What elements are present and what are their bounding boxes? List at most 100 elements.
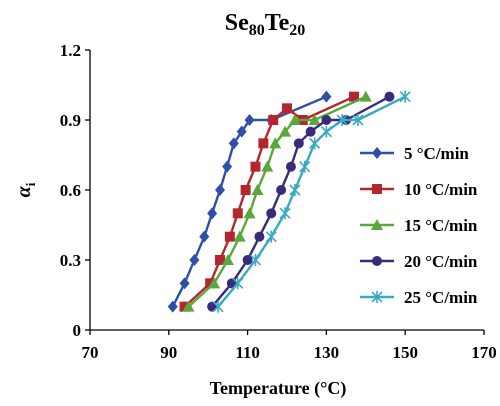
legend-marker <box>372 256 382 266</box>
data-point <box>232 277 244 290</box>
y-tick-label: 0.9 <box>60 111 81 130</box>
legend-label: 25 °C/min <box>404 288 478 307</box>
data-point <box>279 207 291 220</box>
series-5 <box>212 90 411 313</box>
data-point <box>240 185 251 195</box>
data-point <box>215 255 226 265</box>
legend-marker <box>372 147 382 159</box>
data-point <box>205 278 216 289</box>
data-point <box>309 137 321 150</box>
data-point <box>269 137 282 149</box>
series-line <box>183 95 355 308</box>
series-line <box>211 95 390 308</box>
x-axis-title: Temperature (°C) <box>210 378 347 399</box>
data-point <box>261 160 274 172</box>
data-point <box>321 90 332 103</box>
legend-item: 25 °C/min <box>360 288 478 307</box>
legend-label: 15 °C/min <box>404 216 478 235</box>
data-point <box>228 137 239 150</box>
data-point <box>266 208 277 219</box>
data-point <box>321 115 332 125</box>
data-point <box>222 160 233 173</box>
x-tick-label: 90 <box>160 343 177 362</box>
data-point <box>254 231 265 242</box>
data-point <box>305 126 316 137</box>
series-1 <box>167 90 332 313</box>
x-tick-label: 110 <box>235 343 260 362</box>
data-point <box>279 125 292 137</box>
data-point <box>224 231 235 242</box>
data-point <box>212 300 224 313</box>
data-point <box>308 114 321 125</box>
data-point <box>221 254 234 265</box>
data-point <box>288 114 301 125</box>
x-tick-label: 70 <box>82 343 99 362</box>
data-point <box>282 103 292 114</box>
x-tick-label: 170 <box>471 343 497 362</box>
data-point <box>208 277 221 289</box>
legend-item: 5 °C/min <box>360 144 469 163</box>
data-point <box>320 125 332 138</box>
data-point <box>236 125 247 138</box>
data-point <box>215 184 226 196</box>
data-point <box>289 184 301 196</box>
y-tick-label: 0.6 <box>60 181 81 200</box>
x-tick-label: 130 <box>314 343 340 362</box>
legend-label: 10 °C/min <box>404 180 478 199</box>
data-point <box>167 300 178 313</box>
data-point <box>244 114 255 126</box>
data-point <box>243 207 256 219</box>
y-axis-title-sub: i <box>23 182 38 186</box>
title-sub-1: 80 <box>249 22 265 39</box>
series-3 <box>182 90 372 312</box>
data-point <box>249 254 262 266</box>
title-base-1: Se <box>225 10 249 36</box>
legend-item: 20 °C/min <box>360 252 478 271</box>
legend-marker <box>371 219 383 230</box>
data-point <box>179 277 190 290</box>
data-point <box>250 161 261 172</box>
data-point <box>336 114 348 126</box>
legend-marker <box>371 291 383 303</box>
y-tick-label: 1.2 <box>60 41 81 60</box>
data-point <box>276 185 287 195</box>
data-point <box>179 301 190 312</box>
title-base-2: Te <box>265 10 290 36</box>
legend-item: 15 °C/min <box>360 216 478 235</box>
data-point <box>258 138 269 149</box>
series-group <box>167 90 411 313</box>
data-point <box>384 91 395 102</box>
data-point <box>359 90 372 102</box>
legend-marker <box>372 184 382 194</box>
y-tick-label: 0 <box>73 321 82 340</box>
data-point <box>299 160 311 173</box>
series-2 <box>179 91 359 312</box>
series-line <box>171 95 327 308</box>
legend: 5 °C/min 10 °C/min 15 °C/min 20 °C/min 25 °C… <box>360 144 478 307</box>
data-point <box>251 184 264 195</box>
title-sub-2: 20 <box>289 22 305 39</box>
data-point <box>207 207 218 220</box>
axes: 0 0.3 0.6 0.9 1.2 70 90 110 130 150 170 <box>60 41 497 362</box>
data-point <box>182 300 195 312</box>
y-tick-label: 0.3 <box>60 251 81 270</box>
legend-label: 20 °C/min <box>404 252 478 271</box>
legend-item: 10 °C/min <box>360 180 478 199</box>
legend-label: 5 °C/min <box>404 144 469 163</box>
chart-title: Se80Te20 <box>225 10 305 39</box>
x-tick-label: 150 <box>392 343 418 362</box>
y-axis-title: αi <box>13 182 38 197</box>
data-point <box>233 230 246 242</box>
data-point <box>268 115 279 125</box>
data-point <box>285 161 296 172</box>
y-axis-title-base: α <box>13 185 35 197</box>
data-point <box>265 230 277 243</box>
data-point <box>399 90 411 103</box>
data-point <box>348 91 359 102</box>
data-point <box>352 114 364 126</box>
data-point <box>293 138 304 149</box>
data-point <box>189 254 200 266</box>
data-point <box>199 230 210 243</box>
data-point <box>242 255 253 265</box>
